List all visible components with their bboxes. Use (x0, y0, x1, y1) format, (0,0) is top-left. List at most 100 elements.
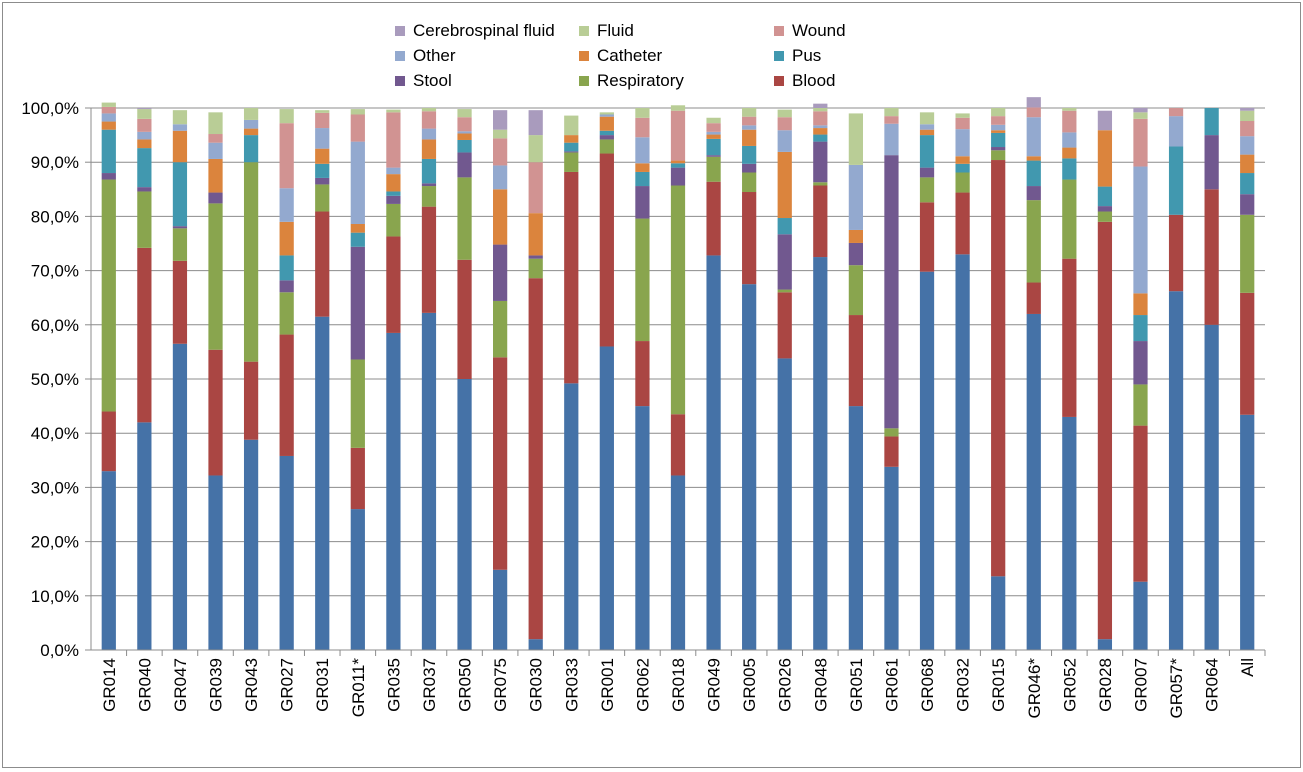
bar-segment (1133, 315, 1148, 342)
bar-segment (1240, 214, 1255, 293)
bar-segment (777, 289, 792, 293)
legend-item: Wound (774, 21, 846, 40)
bar-stack (919, 112, 935, 650)
bar-segment (919, 271, 935, 650)
bar-segment (1097, 211, 1113, 222)
bar-segment (315, 177, 330, 185)
bar-segment (457, 379, 472, 650)
bar-segment (1062, 108, 1077, 111)
bar-stack (457, 109, 472, 650)
bar-segment (991, 150, 1006, 161)
bar-segment (670, 185, 686, 415)
bar-segment (279, 123, 294, 189)
bar-segment (1097, 639, 1113, 650)
bar-segment (813, 108, 828, 112)
bar-segment (1097, 186, 1113, 207)
bar-segment (350, 141, 365, 224)
bar-segment (101, 106, 116, 114)
bar-segment (742, 125, 757, 130)
bar-segment (1097, 206, 1113, 212)
bar-segment (813, 257, 828, 650)
bar-segment (564, 152, 579, 172)
legend-label: Cerebrospinal fluid (413, 21, 555, 40)
x-tick-label: GR068 (918, 658, 937, 712)
bar-segment (1168, 146, 1184, 215)
y-tick-label: 70,0% (31, 262, 79, 281)
bar-segment (528, 135, 543, 163)
bar-segment (137, 247, 152, 423)
bar-segment (1026, 313, 1041, 650)
bar-segment (635, 186, 650, 219)
bar-segment (955, 117, 970, 130)
bar-segment (279, 109, 294, 124)
bar-segment (1204, 135, 1219, 190)
bar-segment (279, 280, 294, 293)
bar-stack (279, 109, 294, 650)
bars (101, 97, 1255, 650)
bar-stack (1240, 108, 1255, 650)
bar-segment (493, 110, 508, 130)
bar-segment (172, 228, 188, 261)
bar-segment (137, 187, 152, 192)
bar-segment (243, 128, 259, 136)
x-tick-label: GR001 (598, 658, 617, 712)
y-tick-label: 0,0% (40, 641, 79, 660)
bar-segment (528, 110, 543, 136)
bar-segment (777, 117, 792, 131)
bar-stack (1026, 97, 1041, 650)
bar-segment (670, 110, 686, 161)
bar-segment (955, 156, 970, 164)
bar-segment (813, 111, 828, 126)
x-tick-label: GR049 (705, 658, 724, 712)
bar-stack (528, 110, 543, 650)
bar-segment (991, 147, 1006, 151)
bar-segment (1062, 179, 1077, 259)
bar-segment (1097, 221, 1113, 640)
bar-segment (386, 167, 401, 175)
bar-segment (813, 134, 828, 142)
bar-segment (493, 357, 508, 570)
bar-segment (564, 383, 579, 650)
y-tick-label: 90,0% (31, 153, 79, 172)
axes: 0,0% 10,0% 20,0% 30,0% 40,0% 50,0% 60,0% 70,0% 8… (21, 99, 1266, 718)
bar-segment (706, 123, 721, 132)
bar-segment (813, 185, 828, 258)
bar-segment (991, 132, 1006, 148)
legend-item: Stool (395, 71, 452, 90)
bar-segment (635, 341, 650, 407)
bar-segment (919, 129, 935, 136)
bar-segment (1133, 581, 1148, 650)
bar-stack (777, 109, 792, 650)
bar-segment (1133, 425, 1148, 582)
bar-segment (991, 160, 1006, 577)
x-tick-label: GR047 (171, 658, 190, 712)
bar-segment (1204, 324, 1219, 650)
bar-segment (1062, 158, 1077, 180)
bar-segment (137, 191, 152, 248)
bar-stack (1204, 108, 1219, 650)
bar-segment (848, 406, 863, 650)
bar-segment (1168, 291, 1184, 650)
bar-segment (172, 110, 188, 125)
bar-segment (172, 162, 188, 227)
x-tick-label: GR026 (776, 658, 795, 712)
bar-segment (279, 221, 294, 256)
bar-segment (1240, 108, 1255, 111)
bar-segment (350, 109, 365, 115)
bar-segment (813, 125, 828, 129)
x-tick-label: GR011* (349, 658, 368, 718)
bar-segment (848, 113, 863, 165)
bar-segment (884, 123, 899, 156)
legend-label: Catheter (597, 46, 663, 65)
bar-segment (1240, 154, 1255, 174)
x-tick-label: GR014 (100, 658, 119, 712)
x-tick-label: GR033 (562, 658, 581, 712)
legend-item: Pus (774, 46, 821, 65)
bar-segment (1026, 200, 1041, 283)
x-tick-label: GR007 (1131, 658, 1150, 712)
bar-segment (777, 218, 792, 235)
bar-segment (457, 109, 472, 118)
bar-segment (279, 188, 294, 222)
bar-segment (350, 359, 365, 448)
